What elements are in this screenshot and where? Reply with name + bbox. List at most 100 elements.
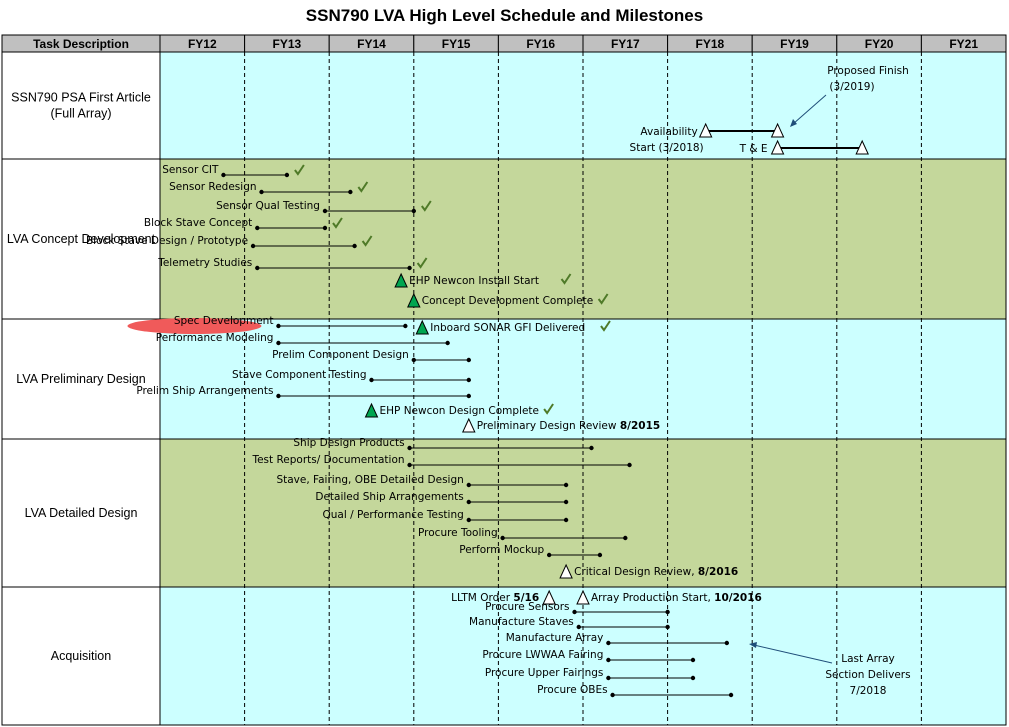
task-start-dot xyxy=(276,340,281,346)
complete-check-icon xyxy=(332,217,343,229)
milestone-open-marker xyxy=(770,122,785,138)
task-end-dot xyxy=(690,657,696,663)
period-header-label: FY21 xyxy=(949,37,978,51)
annotation-arrowhead xyxy=(790,119,797,127)
task-end-dot xyxy=(466,357,471,363)
task-label: Stave Component Testing xyxy=(232,369,366,381)
task-label: Sensor Qual Testing xyxy=(216,200,320,212)
task-label: Procure OBEs xyxy=(537,684,608,696)
task-end-dot xyxy=(690,675,696,681)
period-header-label: FY20 xyxy=(865,37,894,51)
task-start-dot xyxy=(610,692,615,698)
task-start-dot xyxy=(576,624,581,630)
task-label: Stave, Fairing, OBE Detailed Design xyxy=(276,474,463,486)
task-label: Block Stave Concept xyxy=(144,217,252,229)
task-label: Procure Upper Fairings xyxy=(485,667,604,679)
task-label: Availability xyxy=(640,126,697,138)
task-label: Procure Tooling xyxy=(418,527,498,539)
annotation-text: Proposed Finish xyxy=(827,65,909,77)
task-end-dot xyxy=(322,225,328,231)
task-label: Prelim Component Design xyxy=(272,349,409,361)
annotation-arrowhead xyxy=(749,642,757,648)
task-label: Sensor CIT xyxy=(162,164,219,176)
milestone-marker xyxy=(364,402,379,418)
complete-check-icon xyxy=(416,257,428,269)
milestone-label: Preliminary Design Review 8/2015 xyxy=(477,420,660,432)
milestone-label: EHP Newcon Design Complete xyxy=(380,405,539,417)
task-label: Detailed Ship Arrangements xyxy=(315,491,463,503)
task-end-dot xyxy=(597,552,603,558)
task-end-dot xyxy=(411,208,416,214)
chart-title: SSN790 LVA High Level Schedule and Miles… xyxy=(305,6,704,25)
task-end-dot xyxy=(466,393,471,399)
task-start-dot xyxy=(369,377,374,383)
task-start-dot xyxy=(276,393,281,399)
task-label: Telemetry Studies xyxy=(157,257,252,269)
chart-frame xyxy=(1,34,1007,726)
period-header-label: FY17 xyxy=(611,37,640,51)
task-end-dot xyxy=(407,265,412,271)
milestone-open-marker xyxy=(770,139,785,155)
task-end-dot xyxy=(466,377,471,383)
task-start-dot xyxy=(572,609,577,615)
section-label: LVA Concept Development xyxy=(7,232,156,246)
complete-check-icon xyxy=(357,181,369,193)
task-label: Qual / Performance Testing xyxy=(323,509,464,521)
period-header-label: FY14 xyxy=(357,37,386,51)
complete-check-icon xyxy=(600,320,611,332)
task-label: Manufacture Staves xyxy=(469,616,574,628)
task-label: Procure Sensors xyxy=(485,601,569,613)
milestone-label: Array Production Start, 10/2016 xyxy=(591,592,762,604)
task-end-dot xyxy=(589,445,594,451)
task-label: Sensor Redesign xyxy=(169,181,256,193)
task-start-dot xyxy=(322,208,328,214)
task-start-dot xyxy=(255,225,260,231)
task-start-dot xyxy=(407,462,412,468)
complete-check-icon xyxy=(294,164,305,176)
task-label: Test Reports/ Documentation xyxy=(251,454,404,466)
task-label: T & E xyxy=(739,143,768,155)
milestone-open-marker xyxy=(559,563,573,579)
task-label: Prelim Ship Arrangements xyxy=(136,385,273,397)
milestone-label: Concept Development Complete xyxy=(422,295,593,307)
task-end-dot xyxy=(563,499,569,505)
complete-check-icon xyxy=(421,200,432,212)
task-label: Perform Mockup xyxy=(459,544,544,556)
complete-check-icon xyxy=(597,293,609,305)
task-end-dot xyxy=(728,692,734,698)
task-label: Block Stave Design / Prototype xyxy=(86,235,248,247)
period-header-label: FY18 xyxy=(696,37,725,51)
task-end-dot xyxy=(563,482,569,488)
task-start-dot xyxy=(276,323,281,329)
section-label: LVA Detailed Design xyxy=(25,506,138,520)
task-start-dot xyxy=(466,482,471,488)
milestone-open-marker xyxy=(462,417,476,433)
task-start-dot xyxy=(606,675,611,681)
section-label: (Full Array) xyxy=(50,107,111,121)
task-end-dot xyxy=(563,517,569,523)
milestone-marker xyxy=(394,272,408,288)
task-start-dot xyxy=(606,657,611,663)
task-label: Procure LWWAA Fairing xyxy=(482,649,603,661)
task-label: Ship Design Products xyxy=(293,437,404,449)
complete-check-icon xyxy=(560,273,572,285)
annotation-arrow xyxy=(792,94,827,125)
milestone-open-marker xyxy=(542,589,556,605)
milestone-open-marker xyxy=(855,139,869,155)
task-end-dot xyxy=(284,172,290,178)
task-start-dot xyxy=(411,357,416,363)
task-end-dot xyxy=(665,609,670,615)
milestone-open-marker xyxy=(698,122,713,138)
header-label: Task Description xyxy=(33,37,129,51)
annotation-arrow xyxy=(753,644,833,664)
task-label: Spec Development xyxy=(174,315,274,327)
milestone-open-marker xyxy=(576,589,590,605)
task-end-dot xyxy=(665,624,670,630)
section-band xyxy=(160,439,1006,587)
annotation-text: Section Delivers xyxy=(825,669,910,681)
period-header-label: FY16 xyxy=(526,37,555,51)
annotation-text: Last Array xyxy=(841,653,895,665)
task-start-dot xyxy=(407,445,412,451)
complete-check-icon xyxy=(361,235,373,247)
